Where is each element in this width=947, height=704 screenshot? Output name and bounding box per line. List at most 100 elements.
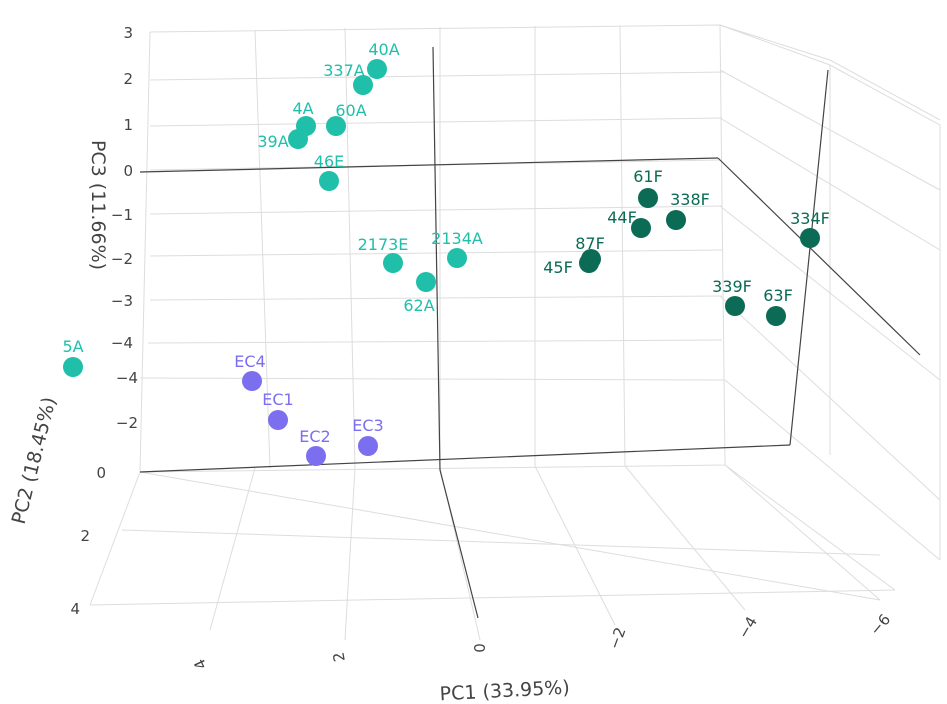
y-tick-label: −4 xyxy=(116,369,138,387)
grid-line xyxy=(619,25,626,467)
data-point-marker xyxy=(353,75,373,95)
y-tick-label: −2 xyxy=(116,414,138,432)
z-axis-title: PC3 (11.66%) xyxy=(87,140,109,270)
data-point-label: 334F xyxy=(790,209,830,228)
data-point-marker xyxy=(63,357,83,377)
grid-line xyxy=(724,464,896,591)
z-tick-label: 1 xyxy=(123,116,133,134)
grid-line xyxy=(724,464,881,601)
data-point-label: 5A xyxy=(62,337,83,356)
z-tick-label: 0 xyxy=(123,162,133,180)
data-point-marker xyxy=(326,116,346,136)
data-point-label: 46E xyxy=(314,152,344,171)
y-tick-label: 2 xyxy=(80,527,90,545)
data-point-label: 62A xyxy=(403,296,434,315)
grid-line xyxy=(344,467,356,641)
grid-line xyxy=(719,24,941,121)
data-point-marker xyxy=(447,248,467,268)
data-point-label: EC3 xyxy=(352,416,383,435)
z-tick-label: −2 xyxy=(111,250,133,268)
zero-plane-line xyxy=(139,157,719,173)
data-point-marker xyxy=(306,446,326,466)
data-point-label: 60A xyxy=(335,101,366,120)
data-point-marker xyxy=(416,272,436,292)
z-tick-label: −4 xyxy=(111,334,133,352)
data-point-marker xyxy=(725,296,745,316)
grid-line xyxy=(719,295,941,501)
data-point-marker xyxy=(766,306,786,326)
z-tick-label: 3 xyxy=(123,24,133,42)
data-point-label: 39A xyxy=(257,132,288,151)
x-tick-label: −4 xyxy=(734,613,761,641)
data-point-label: EC1 xyxy=(262,390,293,409)
data-point-label: EC2 xyxy=(299,427,330,446)
data-point-marker xyxy=(288,129,308,149)
zero-plane-line xyxy=(717,157,921,356)
data-point-label: 4A xyxy=(292,99,313,118)
grid-line xyxy=(147,339,723,344)
data-point-marker xyxy=(800,228,820,248)
data-point-label: 337A xyxy=(323,61,365,80)
data-point-marker xyxy=(579,253,599,273)
grid-line xyxy=(724,379,941,561)
zero-plane-line xyxy=(432,46,441,471)
zero-planes xyxy=(139,46,921,619)
z-tick-label: 2 xyxy=(123,70,133,88)
grid-line xyxy=(719,117,941,251)
grid-line xyxy=(139,377,726,381)
grid-line xyxy=(719,69,941,191)
grid-line xyxy=(139,471,881,601)
grid-line xyxy=(209,467,256,631)
data-point-marker xyxy=(268,410,288,430)
y-tick-label: 0 xyxy=(96,464,106,482)
grid-line xyxy=(89,589,896,606)
x-tick-label: 0 xyxy=(471,643,489,653)
data-point-marker xyxy=(631,218,651,238)
x-tick-label: −2 xyxy=(605,625,629,652)
grid-line xyxy=(829,64,941,560)
data-point-label: 2134A xyxy=(431,229,483,248)
data-point-marker xyxy=(638,188,658,208)
axis-titles: PC1 (33.95%) PC2 (18.45%) PC3 (11.66%) xyxy=(8,140,570,704)
grid-line xyxy=(139,31,151,473)
grid-line xyxy=(121,529,881,556)
y-tick-label: 4 xyxy=(70,600,80,618)
grid-line xyxy=(149,71,726,81)
grid-line xyxy=(139,24,726,473)
data-point-label: EC4 xyxy=(234,352,265,371)
data-point-marker xyxy=(383,253,403,273)
x-tick-label: 2 xyxy=(329,651,348,664)
grid-line xyxy=(719,205,941,381)
grid-line xyxy=(149,295,723,301)
data-point-label: 61F xyxy=(633,167,663,186)
grid-layer xyxy=(89,24,941,641)
data-point-label: 45F xyxy=(543,258,573,277)
data-point-marker xyxy=(319,171,339,191)
data-point-label: 87F xyxy=(575,234,605,253)
data-point-label: 40A xyxy=(368,40,399,59)
zero-plane-line xyxy=(139,444,791,473)
zero-plane-line xyxy=(439,469,479,619)
data-point-label: 2173E xyxy=(358,235,409,254)
grid-line xyxy=(254,29,271,469)
grid-line xyxy=(149,117,723,127)
data-point-marker xyxy=(666,210,686,230)
zero-plane-line xyxy=(789,69,829,446)
grid-line xyxy=(89,471,141,606)
x-axis-title: PC1 (33.95%) xyxy=(439,677,570,704)
z-tick-label: −3 xyxy=(111,292,133,310)
grid-line xyxy=(534,465,616,626)
data-point-marker xyxy=(242,371,262,391)
data-point-label: 44F xyxy=(607,208,637,227)
data-point-label: 63F xyxy=(763,286,793,305)
x-tick-label: 4 xyxy=(190,656,210,672)
data-point-label: 338F xyxy=(670,190,710,209)
data-point-marker xyxy=(358,436,378,456)
x-tick-label: −6 xyxy=(866,611,894,640)
y-axis-title: PC2 (18.45%) xyxy=(8,395,61,527)
z-tick-label: −1 xyxy=(111,206,133,224)
data-point-marker xyxy=(367,59,387,79)
